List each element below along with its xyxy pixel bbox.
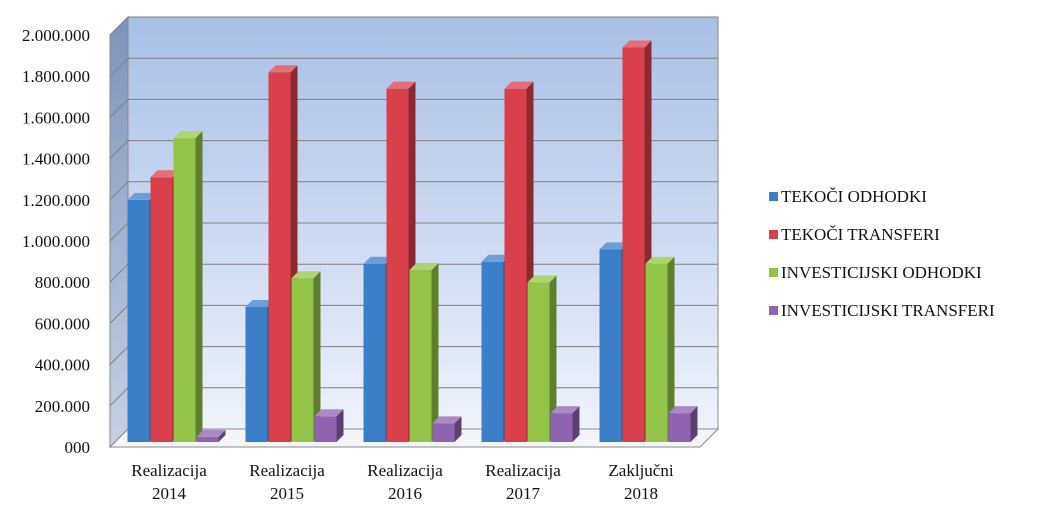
- bar-investicijski-transferi-zakljucni-2018: [668, 406, 698, 442]
- legend-label-investicijski-transferi: INVESTICIJSKI TRANSFERI: [781, 301, 995, 320]
- x-category-label: 2017: [506, 484, 541, 503]
- y-tick-label: 1.600.000: [22, 108, 90, 127]
- bar-investicijski-transferi-realizacija-2017: [550, 406, 580, 442]
- legend-label-tekoci-transferi: TEKOČI TRANSFERI: [781, 225, 940, 244]
- bar-investicijski-odhodki-realizacija-2017: [527, 275, 557, 442]
- y-tick-label: 1.000.000: [22, 232, 90, 251]
- legend: TEKOČI ODHODKI TEKOČI TRANSFERI INVESTICIJ…: [769, 187, 995, 320]
- x-category-label: Realizacija: [131, 461, 207, 480]
- legend-label-tekoci-odhodki: TEKOČI ODHODKI: [781, 187, 927, 206]
- bar-investicijski-transferi-realizacija-2016: [432, 416, 462, 442]
- bars: [127, 40, 698, 443]
- bar-investicijski-odhodki-realizacija-2014: [173, 131, 203, 442]
- bar-investicijski-odhodki-realizacija-2015: [291, 271, 321, 442]
- y-axis-tick-labels: 000 200.000 400.000 600.000 800.000 1.000.000…: [22, 26, 90, 457]
- bar-investicijski-transferi-realizacija-2015: [314, 409, 344, 442]
- y-tick-label: 2.000.000: [22, 26, 90, 45]
- bar-investicijski-transferi-realizacija-2014: [196, 429, 226, 442]
- y-tick-label: 400.000: [35, 356, 90, 375]
- y-tick-label: 600.000: [35, 314, 90, 333]
- x-category-label: Realizacija: [485, 461, 561, 480]
- y-tick-label: 000: [65, 438, 91, 457]
- x-category-label: 2014: [152, 484, 187, 503]
- legend-swatch-tekoci-transferi: [769, 230, 778, 239]
- bar-investicijski-odhodki-realizacija-2016: [409, 262, 439, 442]
- legend-swatch-investicijski-odhodki: [769, 268, 778, 277]
- y-tick-label: 200.000: [35, 397, 90, 416]
- x-category-label: 2016: [388, 484, 422, 503]
- x-category-label: Zaključni: [608, 461, 673, 480]
- bar-investicijski-odhodki-zakljucni-2018: [645, 256, 675, 442]
- x-category-label: Realizacija: [249, 461, 325, 480]
- x-category-label: 2018: [624, 484, 658, 503]
- y-tick-label: 1.400.000: [22, 150, 90, 169]
- y-tick-label: 800.000: [35, 273, 90, 292]
- legend-swatch-tekoci-odhodki: [769, 192, 778, 201]
- x-category-label: Realizacija: [367, 461, 443, 480]
- gridline: [109, 16, 718, 36]
- legend-label-investicijski-odhodki: INVESTICIJSKI ODHODKI: [781, 263, 982, 282]
- legend-swatch-investicijski-transferi: [769, 306, 778, 315]
- gridline: [109, 57, 718, 77]
- x-axis-category-labels: Realizacija 2014 Realizacija 2015 Realizacij…: [131, 461, 674, 503]
- y-tick-label: 1.800.000: [22, 67, 90, 86]
- x-category-label: 2015: [270, 484, 304, 503]
- y-tick-label: 1.200.000: [22, 191, 90, 210]
